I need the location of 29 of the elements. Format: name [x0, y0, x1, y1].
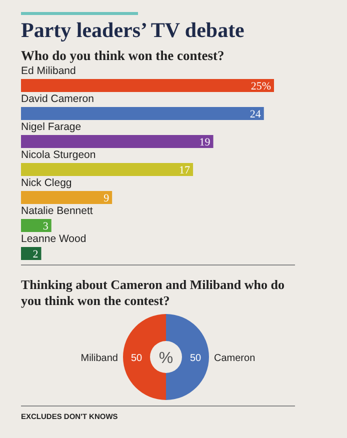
data-label: 50 [130, 353, 142, 364]
text: % [158, 350, 174, 367]
data-label: 50 [190, 353, 202, 364]
chart-title: Thinking about Cameron and Miliband who do you think won the contest? [21, 277, 284, 308]
y-tick-label: Nicola Sturgeon [21, 149, 96, 161]
data-label: 3 [42, 220, 49, 232]
data-label: 25% [250, 80, 271, 92]
y-tick-label: Nick Clegg [21, 177, 72, 189]
data-label: 24 [250, 108, 262, 120]
y-tick-label: Natalie Bennett [21, 205, 93, 217]
slice-label: Miliband [80, 353, 118, 364]
y-tick-label: David Cameron [21, 93, 94, 105]
bar [21, 107, 264, 120]
data-label: 19 [199, 136, 211, 148]
data-label: 2 [32, 248, 38, 260]
bar [21, 79, 274, 92]
bar [21, 191, 112, 204]
data-label: 9 [104, 192, 110, 204]
bar [21, 219, 52, 232]
chart-title: Party leaders’ TV debate [21, 18, 244, 42]
chart-subtitle: Who do you think won the contest? [21, 48, 224, 63]
y-tick-label: Nigel Farage [21, 121, 82, 133]
bar [21, 247, 42, 260]
bar [21, 163, 194, 176]
y-tick-label: Leanne Wood [21, 233, 86, 245]
y-tick-label: Ed Miliband [21, 65, 76, 77]
data-label: 17 [179, 164, 191, 176]
bar [21, 135, 214, 148]
slice-label: Cameron [214, 353, 256, 364]
